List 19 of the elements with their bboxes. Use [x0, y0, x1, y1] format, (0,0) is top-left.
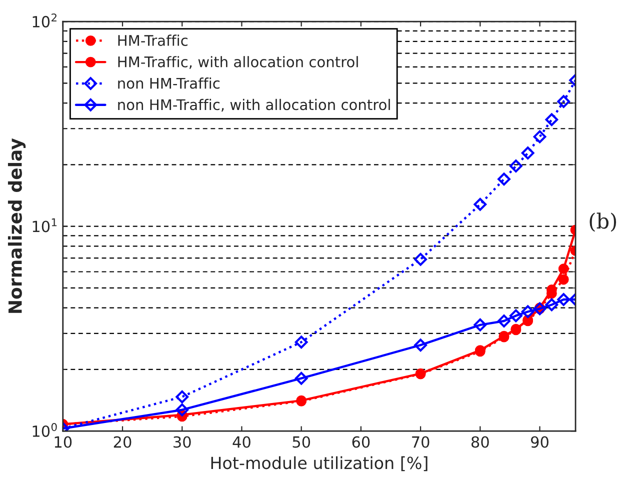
text: (b)	[590, 212, 616, 232]
x-tick-label: 10	[54, 436, 72, 448]
x-tick-label: 70	[412, 436, 430, 448]
legend-label: HM-Traffic, with allocation control	[118, 56, 358, 69]
x-tick-label: 50	[292, 436, 310, 448]
x-tick-label: 60	[352, 436, 370, 448]
legend-label: non HM-Traffic	[118, 77, 220, 89]
y-tick-label: 10$^{0}$	[32, 423, 57, 438]
x-tick-label: 80	[471, 436, 489, 448]
x-axis-title: Hot-module utilization [%]	[211, 456, 428, 472]
x-tick-label: 40	[232, 436, 250, 448]
x-tick-label: 30	[174, 436, 191, 448]
x-tick-label: 20	[114, 436, 132, 448]
y-axis-title: Normalized delay	[8, 138, 26, 313]
legend-label: HM-Traffic	[118, 34, 188, 46]
y-tick-label: 10$^{1}$	[32, 218, 57, 232]
x-tick-label: 90	[531, 436, 548, 448]
legend-label: non HM-Traffic, with allocation control	[118, 98, 390, 112]
y-tick-label: 10$^{2}$	[32, 13, 56, 28]
